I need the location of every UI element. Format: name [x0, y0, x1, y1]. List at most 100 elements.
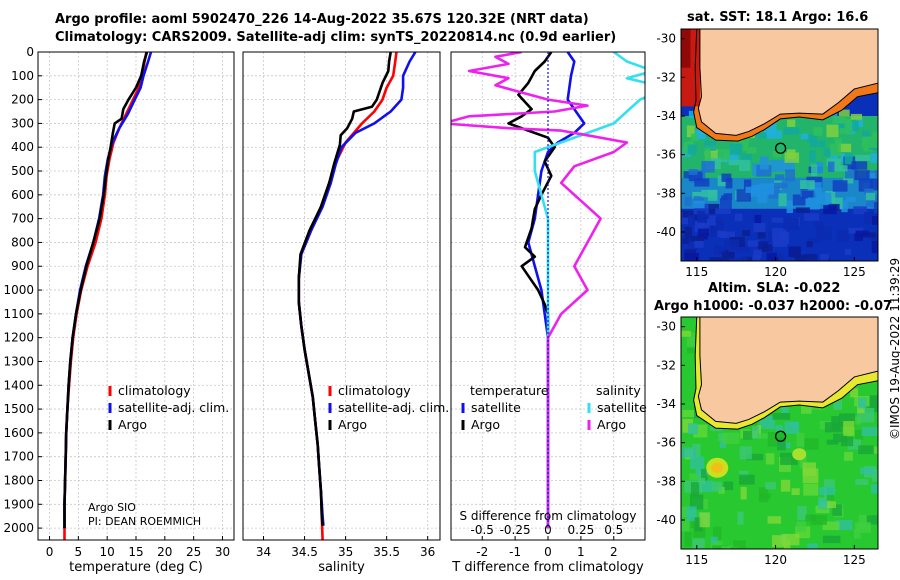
sla-pixel	[712, 545, 728, 549]
sla-pixel	[759, 415, 775, 430]
x-tick-label: 34.5	[291, 545, 318, 559]
sla-pixel	[847, 439, 861, 450]
sst-pixel	[871, 240, 878, 254]
y-tick-label: 600	[11, 188, 34, 202]
sst-pixel	[804, 213, 820, 221]
sla-pixel	[855, 479, 869, 485]
y-tick-label: 1100	[3, 307, 34, 321]
sla-pixel	[689, 473, 702, 480]
sla-pixel	[689, 494, 704, 510]
sst-pixel	[844, 118, 852, 129]
sst-pixel	[697, 130, 706, 140]
sst-pixel	[865, 192, 876, 201]
sst-pixel	[823, 205, 837, 215]
sst-pixel	[708, 203, 720, 214]
series-temperature-argo	[63, 51, 149, 529]
sla-pixel	[739, 446, 752, 460]
sst-pixel	[688, 169, 698, 175]
sla-pixel	[858, 397, 867, 409]
sla-pixel	[819, 501, 836, 509]
sst-pixel	[844, 248, 852, 255]
sst-pixel	[768, 186, 780, 199]
legend-label-temperature: satellite-adj. clim.	[118, 400, 229, 415]
map-lat-label: -40	[656, 513, 676, 527]
x-tick-label: 15	[128, 545, 143, 559]
sla-pixel	[797, 505, 807, 521]
diff-top-tick-label: -0.25	[500, 523, 531, 537]
sst-pixel	[740, 256, 748, 261]
diff-top-tick-label: 0.25	[568, 523, 595, 537]
sla-pixel	[844, 451, 853, 461]
sla-pixel	[824, 422, 843, 433]
sst-pixel	[774, 182, 788, 189]
x-tick-label: 5	[75, 545, 83, 559]
sst-pixel	[846, 196, 856, 203]
map-lat-label: -30	[656, 32, 676, 46]
sla-pixel	[832, 504, 842, 516]
sst-pixel	[786, 149, 796, 159]
sst-pixel	[778, 193, 787, 207]
x-tick-label: -2	[476, 545, 488, 559]
x-tick-label: 36	[420, 545, 435, 559]
sst-pixel	[834, 138, 842, 147]
map-lat-label: -34	[656, 109, 676, 123]
y-tick-label: 1000	[3, 283, 34, 297]
x-tick-label: 1	[577, 545, 585, 559]
sla-pixel	[782, 533, 800, 546]
sst-pixel	[759, 156, 769, 170]
isobath-line	[693, 29, 878, 142]
sla-pixel	[738, 470, 749, 477]
sst-pixel	[874, 202, 878, 214]
sla-pixel	[843, 421, 855, 436]
sla-pixel	[722, 432, 740, 444]
x-tick-label: 20	[157, 545, 172, 559]
sst-pixel	[697, 214, 708, 223]
x-tick-label: 10	[100, 545, 115, 559]
sla-pixel	[804, 438, 819, 450]
sla-eddy-small	[792, 448, 807, 461]
sla-pixel	[738, 474, 755, 485]
y-tick-label: 800	[11, 235, 34, 249]
sst-pixel	[704, 149, 718, 160]
sla-pixel	[857, 406, 865, 414]
sst-pixel	[791, 247, 800, 258]
map-lon-label: 125	[843, 553, 866, 567]
legend-label-temperature: climatology	[118, 383, 191, 398]
sla-pixel	[710, 541, 723, 549]
sst-pixel	[696, 210, 706, 218]
sst-pixel	[715, 208, 731, 215]
sla-pixel	[875, 428, 878, 436]
sla-pixel	[858, 514, 871, 530]
y-tick-label: 100	[11, 69, 34, 83]
sst-pixel	[746, 147, 757, 154]
sst-pixel	[721, 173, 732, 182]
sst-pixel	[800, 133, 809, 140]
sst-pixel	[844, 153, 853, 165]
sst-pixel	[694, 178, 710, 187]
sst-pixel	[792, 194, 806, 206]
sst-pixel	[829, 143, 841, 156]
sst-pixel	[875, 169, 878, 177]
sla-pixel	[850, 388, 859, 398]
map-lat-label: -38	[656, 186, 676, 200]
sst-pixel	[691, 133, 699, 141]
sla-pixel	[690, 482, 700, 497]
sst-pixel	[820, 253, 829, 261]
sst-pixel	[787, 119, 796, 127]
legend-label-salinity: climatology	[338, 383, 411, 398]
sst-pixel	[729, 143, 743, 155]
sla-pixel	[681, 518, 690, 532]
sla-pixel	[690, 456, 705, 470]
sla-pixel	[682, 419, 694, 433]
sla-pixel	[730, 547, 747, 549]
sst-pixel	[783, 127, 800, 135]
sst-pixel	[783, 217, 799, 230]
y-tick-label: 1300	[3, 354, 34, 368]
sst-pixel	[697, 228, 709, 236]
sla-pixel	[681, 330, 691, 337]
x-axis-label-salinity: salinity	[318, 560, 365, 575]
sla-pixel	[689, 332, 700, 342]
sst-pixel	[842, 177, 854, 184]
sst-pixel	[870, 153, 878, 164]
coastline	[697, 317, 878, 424]
